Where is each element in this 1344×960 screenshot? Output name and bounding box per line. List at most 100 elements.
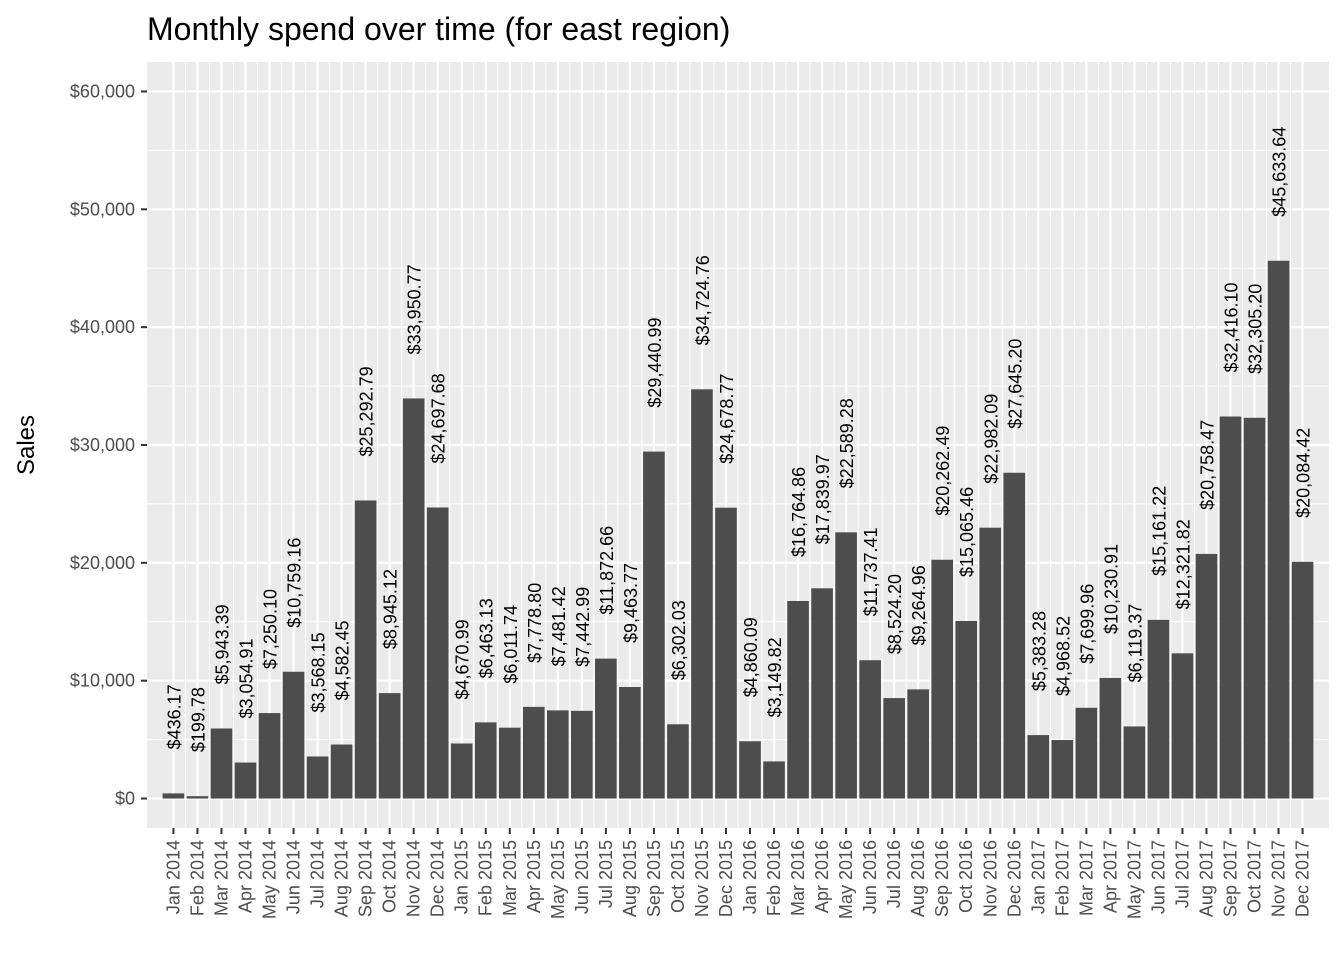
bar-value-label: $17,839.97: [813, 454, 833, 544]
x-tick-label: Nov 2017: [1269, 840, 1289, 917]
x-tick-label: Feb 2017: [1052, 840, 1072, 916]
bar: [498, 727, 521, 799]
bar: [1003, 472, 1026, 799]
bar-value-label: $6,302.03: [669, 600, 689, 680]
bar-value-label: $7,699.96: [1077, 584, 1097, 664]
bar-value-label: $25,292.79: [357, 366, 377, 456]
x-tick-label: May 2017: [1124, 840, 1144, 919]
bar: [1147, 619, 1170, 799]
x-tick-label: Jan 2017: [1028, 840, 1048, 914]
x-tick-label: Apr 2016: [812, 840, 832, 913]
bar-value-label: $10,230.91: [1101, 544, 1121, 634]
bar: [643, 451, 665, 799]
bar: [1027, 735, 1050, 799]
y-axis-title: Sales: [13, 415, 40, 475]
bar: [1195, 553, 1218, 799]
bar: [763, 761, 785, 799]
bar: [450, 743, 473, 799]
bar-value-label: $27,645.20: [1005, 339, 1025, 429]
bar-value-label: $20,084.42: [1294, 428, 1314, 518]
bar: [883, 698, 905, 799]
bar-value-label: $22,589.28: [837, 398, 857, 488]
y-tick-label: $0: [115, 789, 135, 809]
bar: [354, 500, 377, 799]
bar: [811, 588, 833, 799]
bar: [571, 710, 593, 799]
bar-value-label: $5,943.39: [212, 604, 232, 684]
bar-value-label: $12,321.82: [1173, 519, 1193, 609]
bar: [234, 762, 257, 799]
bar: [258, 713, 281, 799]
bar: [787, 600, 809, 799]
bar: [330, 744, 353, 799]
bar-value-label: $8,524.20: [885, 574, 905, 654]
y-tick-label: $50,000: [70, 199, 135, 219]
x-tick-label: Mar 2016: [788, 840, 808, 916]
x-tick-label: Aug 2016: [908, 840, 928, 917]
x-tick-label: Nov 2016: [980, 840, 1000, 917]
bar-value-label: $8,945.12: [381, 569, 401, 649]
bar: [1171, 653, 1194, 799]
bar: [979, 527, 1002, 799]
x-tick-label: Dec 2015: [716, 840, 736, 917]
x-tick-label: Feb 2015: [476, 840, 496, 916]
y-axis: $0 $10,000 $20,000 $30,000 $40,000 $50,000 $60…: [70, 81, 147, 809]
bar-value-label: $33,950.77: [405, 264, 425, 354]
x-tick-label: Jul 2015: [596, 840, 616, 908]
bar-value-label: $7,778.80: [525, 583, 545, 663]
x-tick-label: Dec 2016: [1004, 840, 1024, 917]
bar-value-label: $4,670.99: [453, 619, 473, 699]
x-tick-label: Aug 2017: [1196, 840, 1216, 917]
bar-value-label: $4,582.45: [333, 620, 353, 700]
bar: [907, 689, 929, 799]
bar: [522, 706, 545, 799]
x-tick-label: Mar 2015: [500, 840, 520, 916]
bar-value-label: $16,764.86: [789, 467, 809, 557]
bar: [1267, 260, 1290, 799]
bar: [210, 728, 233, 799]
y-tick-label: $30,000: [70, 435, 135, 455]
bar-value-label: $3,054.91: [237, 638, 257, 718]
bar-value-label: $4,860.09: [741, 617, 761, 697]
bar: [1051, 739, 1074, 799]
x-tick-label: Aug 2015: [620, 840, 640, 917]
x-tick-label: Aug 2014: [332, 840, 352, 917]
x-tick-label: Dec 2017: [1293, 840, 1313, 917]
bar: [667, 724, 689, 799]
x-tick-label: May 2014: [260, 840, 280, 919]
bar: [739, 741, 761, 799]
bar-value-label: $24,697.68: [429, 373, 449, 463]
bar: [474, 722, 497, 799]
x-tick-label: Jun 2014: [284, 840, 304, 914]
bar-value-label: $29,440.99: [645, 317, 665, 407]
bar-value-label: $32,416.10: [1222, 282, 1242, 372]
x-tick-label: Jan 2014: [163, 840, 183, 914]
x-tick-label: Jul 2016: [884, 840, 904, 908]
x-tick-label: Oct 2016: [956, 840, 976, 913]
bar: [1219, 416, 1242, 799]
bar-value-label: $7,481.42: [549, 586, 569, 666]
bar: [1291, 561, 1314, 799]
bar-value-label: $7,442.99: [573, 587, 593, 667]
bar: [931, 559, 954, 799]
bar: [1075, 707, 1098, 799]
bar: [715, 507, 737, 799]
bar: [162, 793, 185, 799]
bar: [859, 660, 881, 799]
bar: [691, 389, 713, 799]
x-tick-label: Sep 2014: [356, 840, 376, 917]
bar-value-label: $24,678.77: [717, 374, 737, 464]
bar: [835, 532, 857, 799]
bar: [619, 687, 641, 799]
bar-value-label: $10,759.16: [285, 538, 305, 628]
x-tick-label: May 2016: [836, 840, 856, 919]
bar: [1123, 726, 1146, 799]
x-tick-label: Feb 2016: [764, 840, 784, 916]
x-tick-label: Feb 2014: [187, 840, 207, 916]
y-tick-label: $40,000: [70, 317, 135, 337]
x-tick-label: Nov 2014: [404, 840, 424, 917]
bar: [402, 398, 425, 799]
bar: [595, 658, 617, 799]
bar-value-label: $5,383.28: [1029, 611, 1049, 691]
